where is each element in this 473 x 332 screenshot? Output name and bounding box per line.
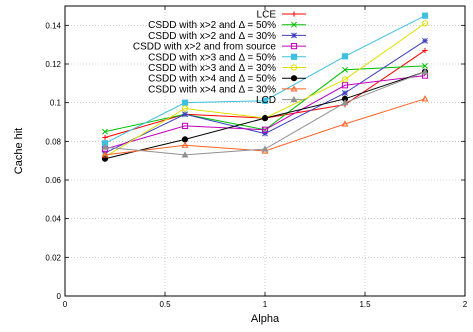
marker-filled-triangle bbox=[182, 152, 187, 157]
data-point bbox=[262, 146, 267, 151]
legend-swatch-marker bbox=[291, 97, 296, 102]
marker-star bbox=[182, 112, 187, 117]
x-tick-label: 0.5 bbox=[159, 300, 171, 309]
marker-filled-circle bbox=[262, 116, 267, 121]
marker-filled-square bbox=[342, 54, 347, 59]
marker-filled-triangle bbox=[262, 146, 267, 151]
marker-star bbox=[291, 33, 296, 38]
marker-star bbox=[262, 131, 267, 136]
y-tick-label: 0.1 bbox=[50, 99, 62, 108]
data-point bbox=[422, 38, 427, 43]
x-axis-title: Alpha bbox=[251, 313, 280, 325]
data-point bbox=[342, 54, 347, 59]
y-axis-title: Cache hit bbox=[13, 128, 25, 174]
legend-label: LCD bbox=[256, 95, 276, 106]
data-point bbox=[182, 137, 187, 142]
legend-entry: CSDD with x>3 and Δ = 30% bbox=[148, 63, 306, 74]
legend-label: CSDD with x>2 and from source bbox=[133, 42, 277, 53]
data-point bbox=[182, 152, 187, 157]
legend-entry: CSDD with x>2 and Δ = 50% bbox=[148, 20, 306, 31]
legend-label: CSDD with x>4 and Δ = 30% bbox=[148, 84, 276, 95]
legend-entry: CSDD with x>3 and Δ = 50% bbox=[148, 52, 306, 63]
legend-swatch-marker bbox=[291, 54, 296, 59]
legend-entry: CSDD with x>4 and Δ = 30% bbox=[148, 84, 306, 95]
legend-label: LCE bbox=[257, 10, 277, 21]
data-point bbox=[262, 131, 267, 136]
x-tick-label: 0 bbox=[63, 300, 68, 309]
data-point bbox=[422, 13, 427, 18]
marker-plus bbox=[291, 11, 296, 16]
legend-swatch-marker bbox=[291, 76, 296, 81]
legend-label: CSDD with x>2 and Δ = 30% bbox=[148, 31, 276, 42]
x-tick-label: 1 bbox=[263, 300, 268, 309]
y-tick-label: 0.14 bbox=[45, 21, 61, 30]
legend-label: CSDD with x>4 and Δ = 50% bbox=[148, 74, 276, 85]
legend-entry: LCE bbox=[257, 10, 306, 21]
data-point bbox=[102, 135, 107, 140]
y-tick-label: 0.02 bbox=[45, 253, 61, 262]
legend-entry: CSDD with x>2 and from source bbox=[133, 42, 306, 53]
marker-filled-square bbox=[422, 13, 427, 18]
legend-swatch-marker bbox=[291, 33, 296, 38]
x-tick-label: 2 bbox=[463, 300, 468, 309]
y-tick-label: 0 bbox=[57, 292, 62, 301]
data-point bbox=[422, 96, 427, 101]
data-point bbox=[262, 116, 267, 121]
y-tick-label: 0.08 bbox=[45, 137, 61, 146]
marker-plus bbox=[102, 135, 107, 140]
marker-star bbox=[342, 90, 347, 95]
legend-entry: CSDD with x>4 and Δ = 50% bbox=[148, 74, 306, 85]
marker-filled-square bbox=[182, 100, 187, 105]
y-tick-label: 0.12 bbox=[45, 60, 61, 69]
y-tick-label: 0.06 bbox=[45, 176, 61, 185]
marker-star bbox=[422, 38, 427, 43]
data-point bbox=[182, 112, 187, 117]
legend-entry: CSDD with x>2 and Δ = 30% bbox=[148, 31, 306, 42]
data-point bbox=[182, 100, 187, 105]
marker-triangle bbox=[422, 96, 427, 101]
legend-label: CSDD with x>3 and Δ = 50% bbox=[148, 52, 276, 63]
marker-filled-circle bbox=[291, 76, 296, 81]
y-tick-label: 0.04 bbox=[45, 215, 61, 224]
data-point bbox=[342, 90, 347, 95]
legend-label: CSDD with x>2 and Δ = 50% bbox=[148, 20, 276, 31]
legend-label: CSDD with x>3 and Δ = 30% bbox=[148, 63, 276, 74]
x-tick-label: 1.5 bbox=[359, 300, 371, 309]
marker-filled-circle bbox=[182, 137, 187, 142]
marker-filled-square bbox=[291, 54, 296, 59]
legend-swatch-marker bbox=[291, 11, 296, 16]
marker-filled-triangle bbox=[291, 97, 296, 102]
